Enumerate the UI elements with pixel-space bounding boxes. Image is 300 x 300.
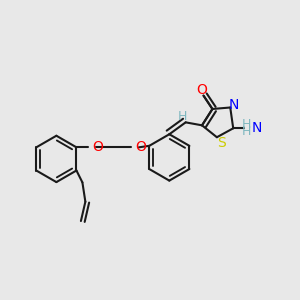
Text: H: H (242, 118, 251, 131)
Text: O: O (196, 83, 208, 97)
Text: H: H (242, 125, 251, 138)
Text: N: N (252, 121, 262, 135)
Text: O: O (135, 140, 146, 154)
Text: N: N (229, 98, 239, 112)
Text: S: S (217, 136, 226, 150)
Text: O: O (92, 140, 103, 154)
Text: H: H (178, 110, 188, 123)
